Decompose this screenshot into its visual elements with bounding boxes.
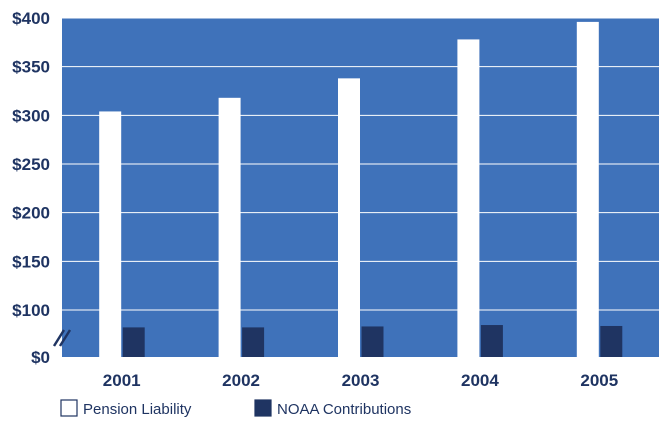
y-tick-label: $250 <box>12 155 50 174</box>
bar-pension-liability-2005 <box>576 21 599 357</box>
bar-pension-liability-2001 <box>99 111 122 357</box>
y-tick-label: $300 <box>12 106 50 125</box>
bar-noaa-contributions-2005 <box>600 325 623 357</box>
y-axis: $0 $100 $150 $200 $250 $300 $350 $400 <box>12 9 50 367</box>
axis-break-stroke <box>52 329 66 347</box>
x-tick-label: 2003 <box>342 371 380 390</box>
gridlines <box>62 17 659 311</box>
y-tick-label: $400 <box>12 9 50 28</box>
y-tick-label: $150 <box>12 252 50 271</box>
axis-break-stroke <box>58 329 72 347</box>
y-tick-label: $350 <box>12 58 50 77</box>
bar-pension-liability-2002 <box>218 97 241 358</box>
legend-swatch-0 <box>60 399 78 417</box>
bar-noaa-contributions-2003 <box>361 326 384 357</box>
bar-noaa-contributions-2001 <box>122 327 145 357</box>
plot-area <box>62 18 659 357</box>
x-tick-label: 2005 <box>580 371 618 390</box>
bar-pension-liability-2004 <box>457 39 480 358</box>
y-tick-label: $0 <box>31 348 50 367</box>
bar-pension-liability-2003 <box>338 78 360 357</box>
legend: Pension Liability NOAA Contributions <box>60 399 411 418</box>
x-tick-label: 2004 <box>461 371 499 390</box>
axis-break-icon <box>52 329 72 347</box>
x-tick-label: 2001 <box>103 371 141 390</box>
bar-noaa-contributions-2004 <box>480 325 503 357</box>
bar-noaa-contributions-2002 <box>242 327 265 357</box>
legend-label: NOAA Contributions <box>277 401 411 418</box>
legend-swatch-1 <box>254 399 272 417</box>
x-tick-label: 2002 <box>222 371 260 390</box>
legend-label: Pension Liability <box>83 401 192 418</box>
bars <box>99 21 623 358</box>
x-axis: 2001 2002 2003 2004 2005 <box>103 371 618 390</box>
y-tick-label: $100 <box>12 301 50 320</box>
y-tick-label: $200 <box>12 204 50 223</box>
